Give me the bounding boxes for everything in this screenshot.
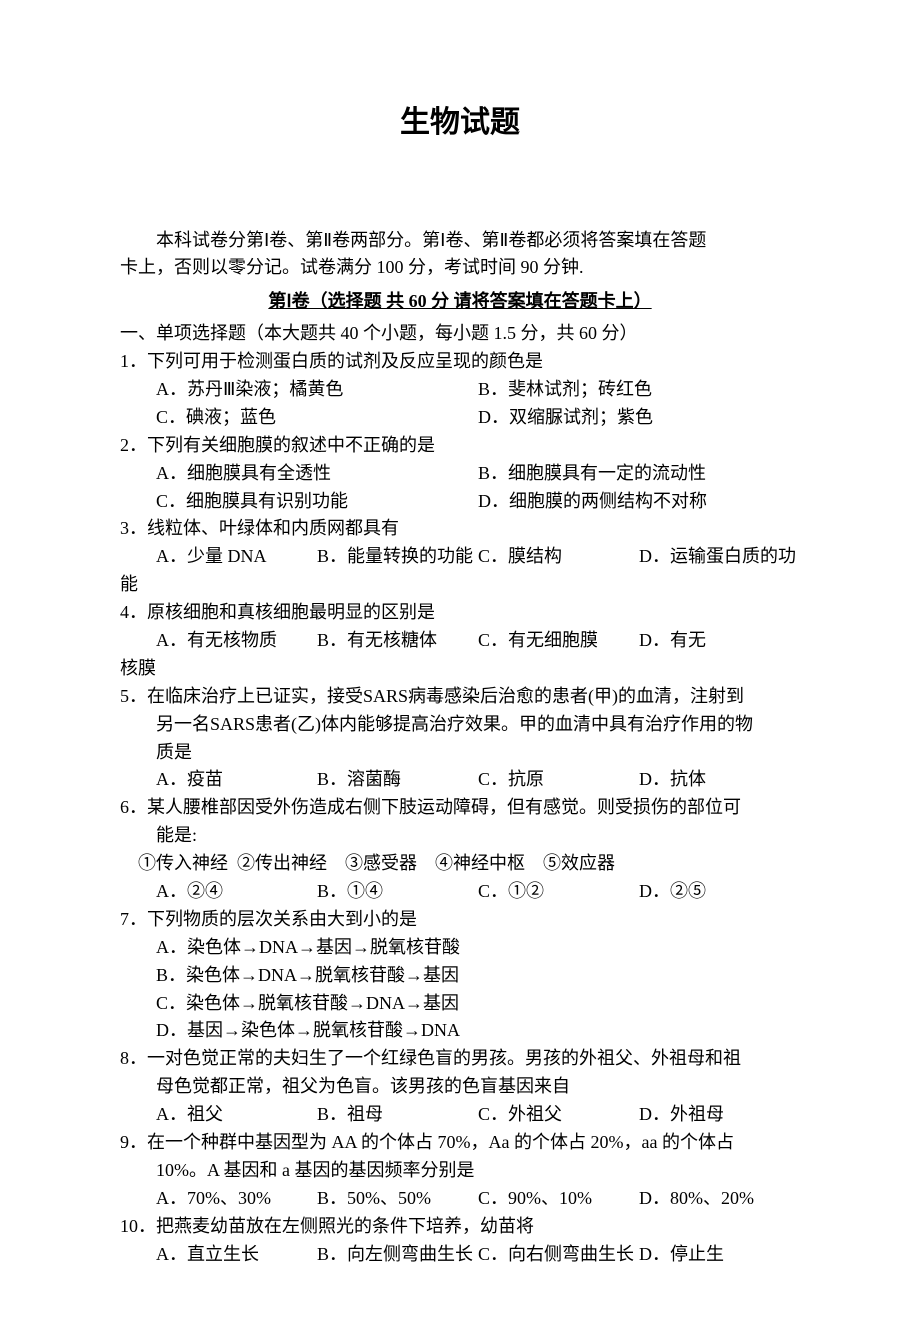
q10-b: B．向左侧弯曲生长 (317, 1241, 478, 1269)
q10-c: C．向右侧弯曲生长 (478, 1241, 639, 1269)
q2-b: B．细胞膜具有一定的流动性 (478, 460, 800, 488)
q6-d: D．②⑤ (639, 878, 800, 906)
q3-d: D．运输蛋白质的功 (639, 543, 800, 571)
q10-stem: 10．把燕麦幼苗放在左侧照光的条件下培养，幼苗将 (120, 1213, 800, 1241)
q2-a: A．细胞膜具有全透性 (156, 460, 478, 488)
q2-d: D．细胞膜的两侧结构不对称 (478, 488, 800, 516)
q7-stem: 7．下列物质的层次关系由大到小的是 (120, 906, 800, 934)
q5-c: C．抗原 (478, 766, 639, 794)
q6-b: B．①④ (317, 878, 478, 906)
q6-line1: 6．某人腰椎部因受外伤造成右侧下肢运动障碍，但有感觉。则受损伤的部位可 (120, 794, 800, 822)
q10-a: A．直立生长 (156, 1241, 317, 1269)
q8-c: C．外祖父 (478, 1101, 639, 1129)
q5-line2: 另一名SARS患者(乙)体内能够提高治疗效果。甲的血清中具有治疗作用的物 (120, 711, 800, 739)
q5-line1: 5．在临床治疗上已证实，接受SARS病毒感染后治愈的患者(甲)的血清，注射到 (120, 683, 800, 711)
intro-line-2: 卡上，否则以零分记。试卷满分 100 分，考试时间 90 分钟. (120, 254, 800, 282)
q1-options-row2: C．碘液；蓝色 D．双缩脲试剂；紫色 (120, 404, 800, 432)
q6-a: A．②④ (156, 878, 317, 906)
section1-heading: 一、单项选择题（本大题共 40 个小题，每小题 1.5 分，共 60 分） (120, 320, 800, 348)
q3-tail: 能 (120, 571, 800, 599)
q1-stem: 1．下列可用于检测蛋白质的试剂及反应呈现的颜色是 (120, 348, 800, 376)
q5-options-row: A．疫苗 B．溶菌酶 C．抗原 D．抗体 (120, 766, 800, 794)
q7-c: C．染色体→脱氧核苷酸→DNA→基因 (120, 990, 800, 1018)
q1-options-row1: A．苏丹Ⅲ染液；橘黄色 B．斐林试剂；砖红色 (120, 376, 800, 404)
q7-d: D．基因→染色体→脱氧核苷酸→DNA (120, 1017, 800, 1045)
q1-c: C．碘液；蓝色 (156, 404, 478, 432)
q6-options-row: A．②④ B．①④ C．①② D．②⑤ (120, 878, 800, 906)
q5-b: B．溶菌酶 (317, 766, 478, 794)
exam-title: 生物试题 (120, 100, 800, 147)
q10-d: D．停止生 (639, 1241, 800, 1269)
q2-stem: 2．下列有关细胞膜的叙述中不正确的是 (120, 432, 800, 460)
q9-a: A．70%、30% (156, 1185, 317, 1213)
q2-c: C．细胞膜具有识别功能 (156, 488, 478, 516)
q3-options-row: A．少量 DNA B．能量转换的功能 C．膜结构 D．运输蛋白质的功 (120, 543, 800, 571)
q1-d: D．双缩脲试剂；紫色 (478, 404, 800, 432)
q8-b: B．祖母 (317, 1101, 478, 1129)
q4-c: C．有无细胞膜 (478, 627, 639, 655)
q10-options-row: A．直立生长 B．向左侧弯曲生长 C．向右侧弯曲生长 D．停止生 (120, 1241, 800, 1269)
q5-line3: 质是 (120, 739, 800, 767)
part1-heading: 第Ⅰ卷（选择题 共 60 分 请将答案填在答题卡上） (120, 288, 800, 316)
q2-options-row2: C．细胞膜具有识别功能 D．细胞膜的两侧结构不对称 (120, 488, 800, 516)
q9-line1: 9．在一个种群中基因型为 AA 的个体占 70%，Aa 的个体占 20%，aa … (120, 1129, 800, 1157)
q7-b: B．染色体→DNA→脱氧核苷酸→基因 (120, 962, 800, 990)
q6-nums: ①传入神经 ②传出神经 ③感受器 ④神经中枢 ⑤效应器 (120, 850, 800, 878)
q9-b: B．50%、50% (317, 1185, 478, 1213)
q7-a: A．染色体→DNA→基因→脱氧核苷酸 (120, 934, 800, 962)
q4-tail: 核膜 (120, 655, 800, 683)
intro-line-1: 本科试卷分第Ⅰ卷、第Ⅱ卷两部分。第Ⅰ卷、第Ⅱ卷都必须将答案填在答题 (120, 227, 800, 255)
q5-d: D．抗体 (639, 766, 800, 794)
q9-line2: 10%。A 基因和 a 基因的基因频率分别是 (120, 1157, 800, 1185)
q4-a: A．有无核物质 (156, 627, 317, 655)
q3-stem: 3．线粒体、叶绿体和内质网都具有 (120, 515, 800, 543)
q6-line2: 能是: (120, 822, 800, 850)
q4-d: D．有无 (639, 627, 800, 655)
q8-line2: 母色觉都正常，祖父为色盲。该男孩的色盲基因来自 (120, 1073, 800, 1101)
q3-a: A．少量 DNA (156, 543, 317, 571)
q6-c: C．①② (478, 878, 639, 906)
q8-a: A．祖父 (156, 1101, 317, 1129)
q4-b: B．有无核糖体 (317, 627, 478, 655)
q8-options-row: A．祖父 B．祖母 C．外祖父 D．外祖母 (120, 1101, 800, 1129)
q3-c: C．膜结构 (478, 543, 639, 571)
q5-a: A．疫苗 (156, 766, 317, 794)
q8-line1: 8．一对色觉正常的夫妇生了一个红绿色盲的男孩。男孩的外祖父、外祖母和祖 (120, 1045, 800, 1073)
q2-options-row1: A．细胞膜具有全透性 B．细胞膜具有一定的流动性 (120, 460, 800, 488)
q3-b: B．能量转换的功能 (317, 543, 478, 571)
q9-options-row: A．70%、30% B．50%、50% C．90%、10% D．80%、20% (120, 1185, 800, 1213)
q9-c: C．90%、10% (478, 1185, 639, 1213)
q4-options-row: A．有无核物质 B．有无核糖体 C．有无细胞膜 D．有无 (120, 627, 800, 655)
q4-stem: 4．原核细胞和真核细胞最明显的区别是 (120, 599, 800, 627)
q1-a: A．苏丹Ⅲ染液；橘黄色 (156, 376, 478, 404)
q9-d: D．80%、20% (639, 1185, 800, 1213)
q8-d: D．外祖母 (639, 1101, 800, 1129)
q1-b: B．斐林试剂；砖红色 (478, 376, 800, 404)
